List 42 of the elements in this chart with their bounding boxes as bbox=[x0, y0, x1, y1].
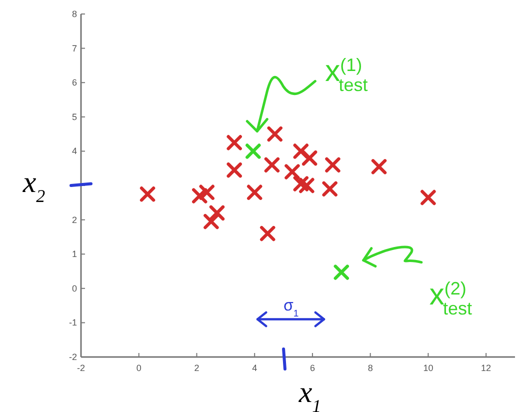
point bbox=[293, 176, 308, 192]
point bbox=[140, 186, 156, 202]
y-tick-label: 8 bbox=[72, 9, 77, 19]
annotation: σ$_{1}$ bbox=[284, 298, 299, 320]
point bbox=[192, 188, 208, 204]
point bbox=[267, 126, 282, 142]
point bbox=[299, 178, 314, 194]
x-tick-label: 2 bbox=[194, 363, 200, 373]
y-tick-label: 6 bbox=[72, 78, 77, 88]
y-tick-label: 4 bbox=[72, 146, 77, 156]
point bbox=[264, 157, 280, 173]
point bbox=[226, 135, 242, 150]
point bbox=[209, 205, 225, 221]
y-tick-label: -1 bbox=[68, 318, 77, 328]
point bbox=[293, 144, 308, 159]
point bbox=[260, 226, 276, 242]
point bbox=[420, 190, 436, 206]
point bbox=[246, 144, 261, 159]
x-tick-label: 4 bbox=[252, 363, 258, 373]
point bbox=[325, 157, 340, 173]
x-tick-label: 8 bbox=[368, 363, 373, 373]
y-tick-label: 1 bbox=[72, 249, 77, 260]
point bbox=[284, 164, 300, 180]
x-axis-title: x$_{1}$ bbox=[298, 376, 322, 412]
x-tick-label: 6 bbox=[310, 363, 315, 373]
x-tick-label: 10 bbox=[423, 363, 434, 373]
point bbox=[247, 184, 262, 200]
y-tick-label: 7 bbox=[72, 43, 77, 54]
y-axis-title: x$_{2}$ bbox=[22, 166, 46, 206]
point bbox=[199, 184, 214, 200]
y-tick-label: 2 bbox=[72, 214, 77, 225]
x-tick-label: 0 bbox=[136, 363, 142, 373]
y-tick-label: 5 bbox=[72, 112, 77, 122]
point bbox=[204, 214, 219, 230]
x-tick-label: 12 bbox=[481, 363, 492, 373]
y-tick-label: -2 bbox=[68, 352, 77, 362]
point bbox=[302, 150, 318, 166]
y-tick-label: 0 bbox=[72, 283, 77, 294]
point bbox=[226, 162, 242, 178]
point bbox=[322, 181, 338, 197]
point bbox=[371, 159, 387, 174]
point bbox=[334, 264, 349, 280]
